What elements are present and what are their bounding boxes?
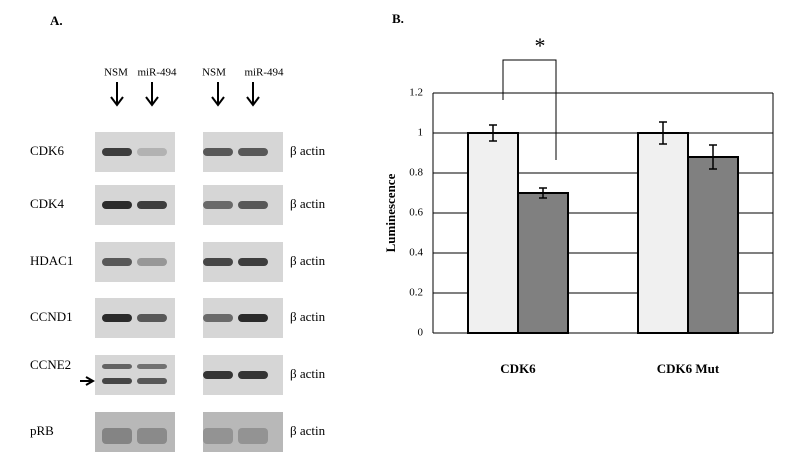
band (137, 314, 167, 322)
significance: * (535, 33, 546, 58)
band (203, 371, 233, 379)
row-label: HDAC1 (30, 253, 73, 268)
bar (687, 156, 739, 334)
band (137, 201, 167, 209)
band (137, 258, 167, 266)
band (102, 148, 132, 156)
band (102, 201, 132, 209)
lane-label: NSM (104, 67, 128, 79)
y-tick-label: 1 (418, 127, 424, 139)
band (137, 148, 167, 156)
bar (517, 192, 569, 334)
control-label: β actin (290, 366, 326, 381)
chart-title: B. (392, 11, 404, 26)
band (203, 201, 233, 209)
y-tick-label: 0 (418, 327, 424, 339)
row-label: CCNE2 (30, 357, 71, 372)
band (238, 428, 268, 444)
band (137, 428, 167, 444)
row-label: CDK4 (30, 196, 64, 211)
control-label: β actin (290, 253, 326, 268)
y-axis-label: Luminescence (383, 173, 398, 252)
row-label: pRB (30, 423, 54, 438)
lane-label: miR-494 (244, 67, 284, 79)
control-label: β actin (290, 309, 326, 324)
control-label: β actin (290, 423, 326, 438)
y-tick-label: 0.6 (409, 207, 423, 219)
control-label: β actin (290, 196, 326, 211)
blot (95, 412, 175, 452)
band (203, 258, 233, 266)
band (238, 314, 268, 322)
band (238, 371, 268, 379)
band (238, 258, 268, 266)
lane-arrows (80, 82, 260, 386)
band (203, 148, 233, 156)
lane-label: NSM (202, 67, 226, 79)
band (137, 378, 167, 384)
y-tick-label: 0.4 (409, 247, 423, 259)
row-label: CCND1 (30, 309, 73, 324)
band (102, 378, 132, 384)
band (238, 201, 268, 209)
y-tick-label: 0.8 (409, 167, 423, 179)
error-bar (709, 144, 717, 170)
band (102, 258, 132, 266)
band (137, 364, 167, 369)
error-bar (659, 121, 667, 145)
band (238, 148, 268, 156)
lane-label: miR-494 (137, 67, 177, 79)
error-bar (539, 187, 547, 199)
band (203, 314, 233, 322)
row-label: CDK6 (30, 143, 64, 158)
blot (95, 355, 175, 395)
bar (467, 132, 519, 334)
x-tick-label: CDK6 (500, 361, 536, 376)
bracket (502, 59, 557, 160)
bar (637, 132, 689, 334)
control-label: β actin (290, 143, 326, 158)
band (102, 314, 132, 322)
x-tick-label: CDK6 Mut (657, 361, 720, 376)
panel-title: A. (50, 13, 63, 28)
band (203, 428, 233, 444)
blot (203, 412, 283, 452)
y-tick-label: 1.2 (409, 87, 423, 99)
error-bar (489, 124, 497, 142)
band (102, 364, 132, 369)
band (102, 428, 132, 444)
y-tick-label: 0.2 (409, 287, 423, 299)
